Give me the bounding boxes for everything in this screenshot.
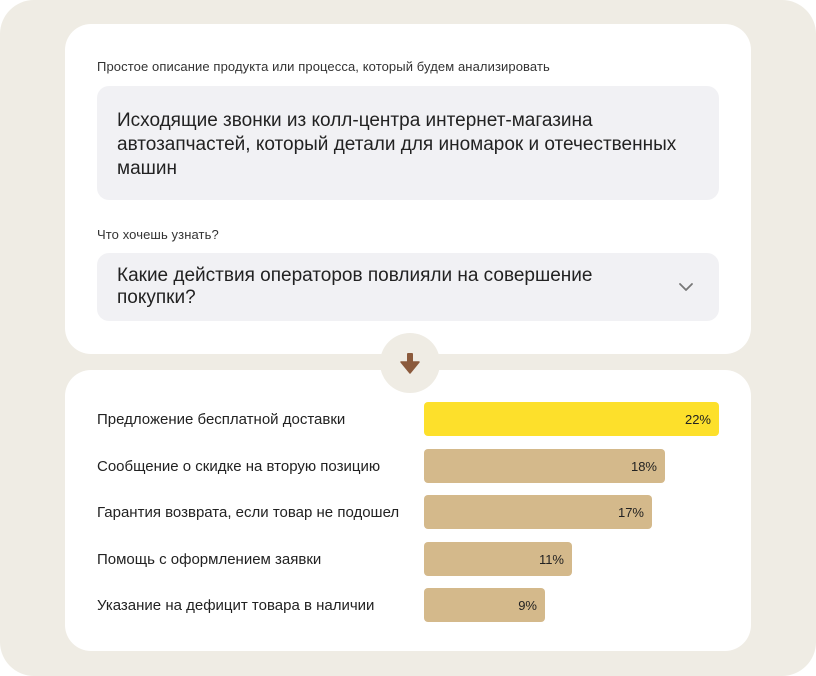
result-label: Сообщение о скидке на вторую позицию <box>97 457 381 475</box>
description-field[interactable]: Исходящие звонки из колл-центра интернет… <box>97 86 719 200</box>
results-card: Предложение бесплатной доставки 22% Сообще… <box>65 370 751 651</box>
results-bar-chart: Предложение бесплатной доставки 22% Сообще… <box>65 370 751 651</box>
result-value: 18% <box>630 458 657 474</box>
result-value: 22% <box>684 411 711 427</box>
result-bar: 11% <box>424 542 572 576</box>
result-value: 11% <box>538 551 564 567</box>
result-label: Указание на дефицит товара в наличии <box>97 596 375 614</box>
result-row: Помощь с оформлением заявки 11% <box>65 542 751 576</box>
question-select-value: Какие действия операторов повлияли на со… <box>117 265 593 308</box>
result-label: Гарантия возврата, если товар не подошел <box>97 503 400 521</box>
result-row: Предложение бесплатной доставки 22% <box>65 402 751 436</box>
result-bar: 9% <box>424 588 545 622</box>
result-bar: 22% <box>424 402 719 436</box>
result-bar: 17% <box>424 495 652 529</box>
result-value: 9% <box>518 597 537 613</box>
result-value: 17% <box>617 504 644 520</box>
result-row: Сообщение о скидке на вторую позицию 18% <box>65 449 751 483</box>
question-label: Что хочешь узнать? <box>97 227 219 242</box>
arrow-down-badge <box>380 333 440 393</box>
result-row: Гарантия возврата, если товар не подошел… <box>65 495 751 529</box>
chevron-down-icon[interactable] <box>675 276 697 298</box>
input-card: Простое описание продукта или процесса, … <box>65 24 751 354</box>
description-label: Простое описание продукта или процесса, … <box>97 59 550 74</box>
result-label: Предложение бесплатной доставки <box>97 410 346 428</box>
result-bar: 18% <box>424 449 665 483</box>
result-label: Помощь с оформлением заявки <box>97 550 322 568</box>
result-row: Указание на дефицит товара в наличии 9% <box>65 588 751 622</box>
question-select[interactable]: Какие действия операторов повлияли на со… <box>97 253 719 321</box>
arrow-down-icon <box>400 353 420 374</box>
